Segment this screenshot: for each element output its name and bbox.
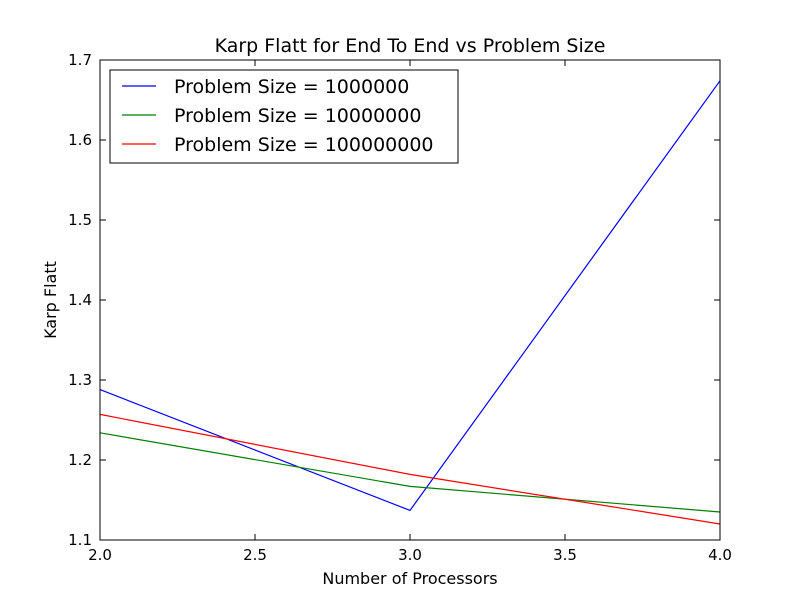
x-tick-label: 3.5 [553,546,577,564]
y-tick-label: 1.3 [68,371,92,389]
legend-box [109,69,459,164]
series-line-2 [99,432,721,513]
x-tick-label: 2.5 [243,546,267,564]
y-axis-label: Karp Flatt [41,261,60,339]
x-tick-label: 3.0 [398,546,422,564]
y-tick-label: 1.4 [68,291,92,309]
y-tick-label: 1.7 [68,51,92,69]
legend-label-2: Problem Size = 10000000 [174,105,421,127]
chart-title: Karp Flatt for End To End vs Problem Siz… [215,35,606,57]
legend-label-1: Problem Size = 1000000 [174,76,409,98]
y-tick-label: 1.6 [68,131,92,149]
x-axis-label: Number of Processors [322,569,497,588]
y-tick-label: 1.5 [68,211,92,229]
legend: Problem Size = 1000000 Problem Size = 100… [109,69,459,164]
y-tick-label: 1.1 [68,531,92,549]
x-tick-label: 2.0 [88,546,112,564]
legend-label-3: Problem Size = 100000000 [174,134,434,156]
series-layer [99,80,721,525]
ticks-layer: 2.0 2.5 3.0 3.5 4.0 1.1 1.2 1.3 1.4 1.5 1.6 1.7 [68,51,732,564]
y-tick-label: 1.2 [68,451,92,469]
x-tick-label: 4.0 [708,546,732,564]
series-line-3 [99,413,721,525]
series-line-1 [99,80,721,512]
